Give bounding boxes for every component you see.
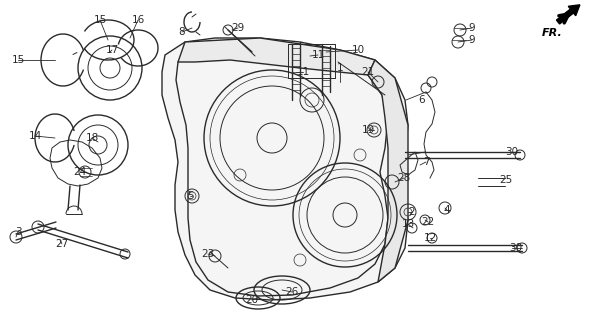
Text: 9: 9: [468, 23, 476, 33]
Text: 29: 29: [231, 23, 244, 33]
Text: 20: 20: [246, 295, 259, 305]
Text: 14: 14: [28, 131, 41, 141]
Text: 28: 28: [397, 173, 411, 183]
Text: 16: 16: [131, 15, 144, 25]
Text: 15: 15: [11, 55, 25, 65]
Text: 6: 6: [419, 95, 425, 105]
Text: 12: 12: [423, 233, 437, 243]
Text: 13: 13: [401, 219, 415, 229]
Text: 8: 8: [179, 27, 185, 37]
Text: 25: 25: [500, 175, 513, 185]
Text: 22: 22: [421, 217, 435, 227]
Text: 11: 11: [297, 67, 310, 77]
Text: 21: 21: [361, 67, 374, 77]
Text: 24: 24: [73, 167, 87, 177]
Text: 18: 18: [86, 133, 99, 143]
Text: 10: 10: [352, 45, 365, 55]
Text: 4: 4: [444, 205, 450, 215]
Text: 23: 23: [201, 249, 214, 259]
Polygon shape: [162, 38, 408, 300]
Polygon shape: [178, 38, 375, 75]
Text: 9: 9: [468, 35, 476, 45]
Text: 30: 30: [509, 243, 522, 253]
Text: FR.: FR.: [542, 28, 562, 38]
Text: 27: 27: [55, 239, 69, 249]
Text: 26: 26: [285, 287, 299, 297]
Text: 15: 15: [93, 15, 107, 25]
Text: 30: 30: [506, 147, 519, 157]
Text: 7: 7: [423, 157, 429, 167]
Polygon shape: [368, 60, 408, 282]
Text: 17: 17: [105, 45, 119, 55]
Text: 1: 1: [337, 63, 343, 73]
Text: 3: 3: [15, 227, 22, 237]
Text: 2: 2: [409, 207, 415, 217]
Text: 11: 11: [311, 50, 325, 60]
Text: 5: 5: [187, 191, 193, 201]
Text: 19: 19: [361, 125, 374, 135]
FancyArrow shape: [556, 5, 580, 24]
